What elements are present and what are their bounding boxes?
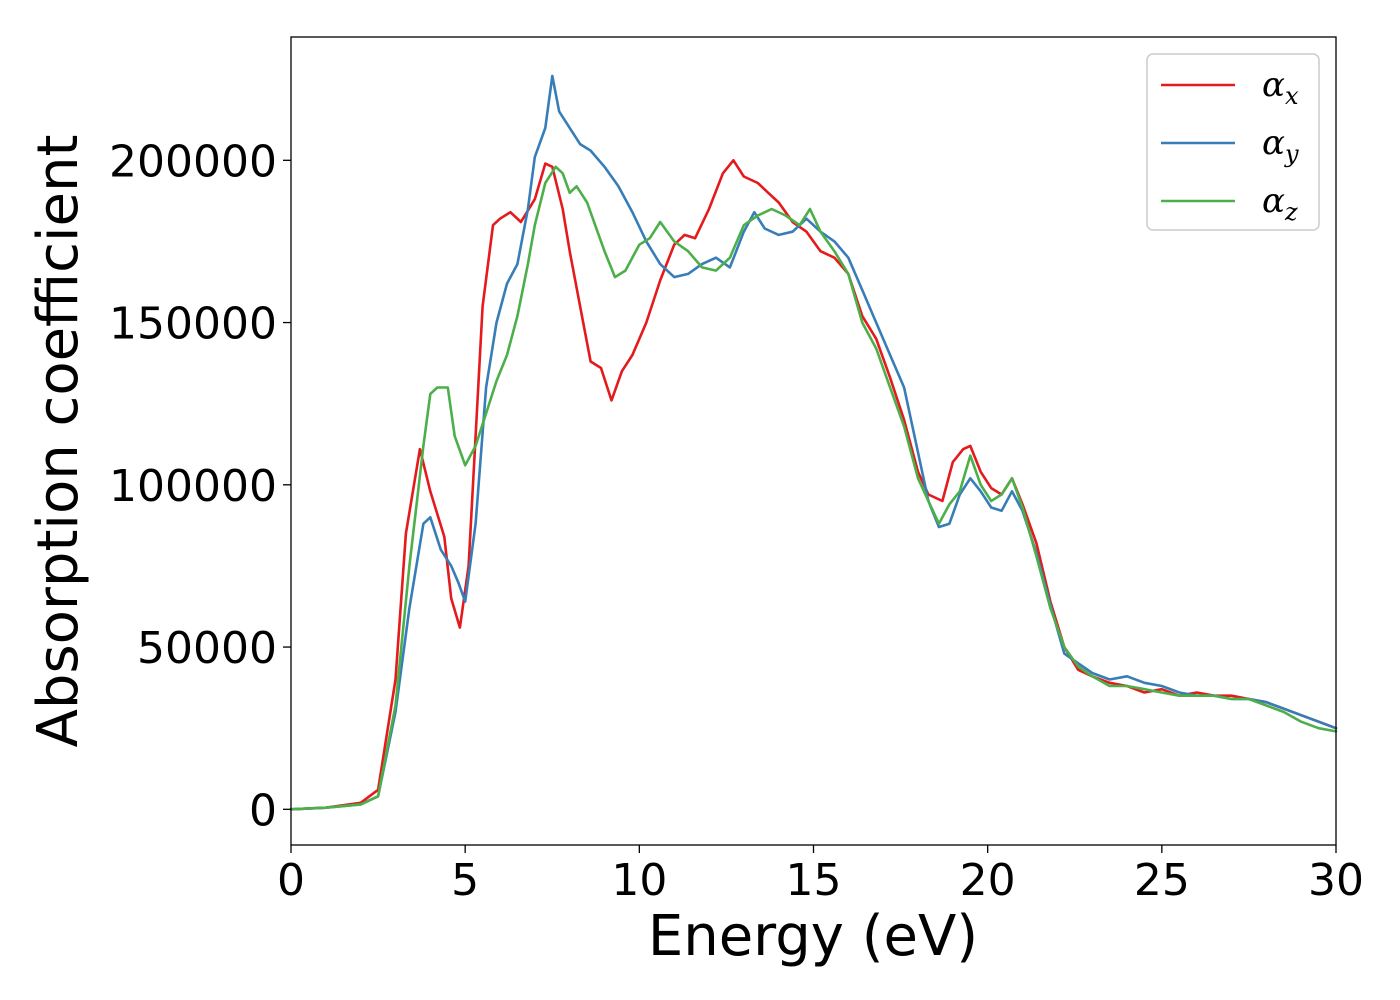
x-tick-label: 10 [611,855,667,906]
x-axis-title: Energy (eV) [648,904,978,969]
y-tick-label: 150000 [109,299,277,350]
y-tick-label: 100000 [109,461,277,512]
x-tick-label: 0 [277,855,305,906]
legend-label-z: αz [1262,181,1298,226]
x-tick-label: 30 [1308,855,1364,906]
series-line-x [289,159,1338,811]
x-tick-label: 15 [786,855,842,906]
y-tick-label: 50000 [137,623,277,674]
legend-label-y: αy [1262,123,1299,168]
x-axis: 0 5 10 15 20 25 30 [277,845,1364,906]
series-line-z [289,165,1338,811]
x-tick-label: 20 [960,855,1016,906]
series-line-y [289,74,1338,811]
x-tick-label: 5 [451,855,479,906]
legend-label-x: αx [1262,65,1299,110]
legend: αx αy αz [1146,53,1320,231]
y-tick-label: 0 [249,785,277,836]
y-axis: 0 50000 100000 150000 200000 [109,136,291,836]
series-layer [289,74,1338,811]
y-axis-title: Absorption coefficient [26,135,91,748]
y-tick-label: 200000 [109,136,277,187]
x-tick-label: 25 [1134,855,1190,906]
